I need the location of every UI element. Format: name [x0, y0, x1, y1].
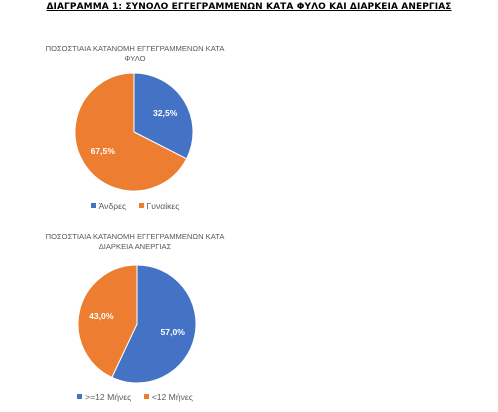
pie-data-label: 57,0%	[161, 327, 186, 337]
chart-title-line-2: ΦΥΛΟ	[124, 54, 146, 63]
chart-title-line-2: ΔΙΑΡΚΕΙΑ ΑΝΕΡΓΙΑΣ	[98, 242, 172, 251]
pie-data-label: 32,5%	[153, 108, 178, 118]
chart-title-line-1: ΠΟΣΟΣΤΙΑΙΑ ΚΑΤΑΝΟΜΗ ΕΓΓΕΓΡΑΜΜΕΝΩΝ ΚΑΤΑ	[45, 232, 225, 241]
chart-title: ΠΟΣΟΣΤΙΑΙΑ ΚΑΤΑΝΟΜΗ ΕΓΓΕΓΡΑΜΜΕΝΩΝ ΚΑΤΑ Δ…	[20, 232, 250, 252]
legend-label: >=12 Μήνες	[85, 391, 132, 402]
page-title: ΔΙΑΓΡΑΜΜΑ 1: ΣΥΝΟΛΟ ΕΓΓΕΓΡΑΜΜΕΝΩΝ ΚΑΤΑ Φ…	[46, 2, 452, 12]
legend-label: Άνδρες	[98, 200, 127, 211]
pie-slice	[111, 264, 197, 384]
legend-swatch-blue	[90, 203, 96, 208]
pie-slice	[77, 264, 138, 379]
legend-swatch-orange	[138, 203, 144, 208]
pie-slice	[74, 72, 188, 192]
legend-item-under12: <12 Μήνες	[143, 391, 193, 402]
pie-plot: 32,5% 67,5%	[74, 72, 194, 192]
legend-item-12plus: >=12 Μήνες	[77, 392, 131, 402]
legend-swatch-blue	[77, 394, 83, 399]
pie-data-label: 43,0%	[89, 311, 114, 321]
pie-plot: 57,0% 43,0%	[77, 264, 197, 384]
legend-item-women: Γυναίκες	[138, 200, 180, 211]
legend-swatch-orange	[143, 394, 149, 399]
legend-item-men: Άνδρες	[90, 200, 127, 211]
pie-data-label: 67,5%	[91, 146, 116, 156]
chart-legend: >=12 Μήνες <12 Μήνες	[20, 391, 250, 402]
chart-title: ΠΟΣΟΣΤΙΑΙΑ ΚΑΤΑΝΟΜΗ ΕΓΓΕΓΡΑΜΜΕΝΩΝ ΚΑΤΑ Φ…	[20, 44, 250, 64]
pie-slice	[133, 72, 194, 160]
chart-legend: Άνδρες Γυναίκες	[20, 200, 250, 211]
chart-title-line-1: ΠΟΣΟΣΤΙΑΙΑ ΚΑΤΑΝΟΜΗ ΕΓΓΕΓΡΑΜΜΕΝΩΝ ΚΑΤΑ	[45, 44, 225, 53]
legend-label: Γυναίκες	[146, 200, 180, 211]
legend-label: <12 Μήνες	[151, 391, 193, 402]
